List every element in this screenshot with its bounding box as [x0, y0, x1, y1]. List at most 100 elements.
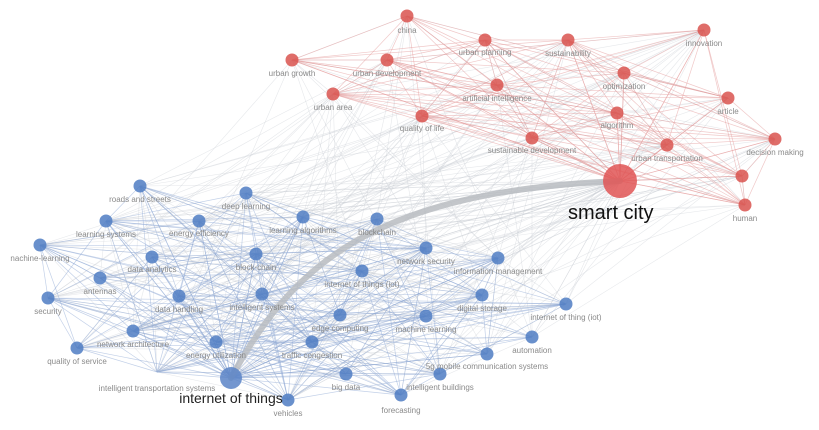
- edge: [291, 59, 427, 317]
- edge: [99, 277, 289, 401]
- edge: [245, 192, 427, 249]
- node-optimization[interactable]: [617, 66, 631, 80]
- edge: [567, 39, 621, 182]
- node-edge-computing[interactable]: [333, 308, 347, 322]
- edge: [361, 270, 483, 296]
- node-sustainable-development[interactable]: [525, 131, 539, 145]
- node-data-analytics[interactable]: [145, 250, 159, 264]
- node-security[interactable]: [41, 291, 55, 305]
- node-machine-learning-left[interactable]: [33, 238, 47, 252]
- edge: [261, 293, 483, 296]
- edge: [39, 244, 217, 343]
- edge: [425, 180, 621, 249]
- node-network-security[interactable]: [419, 241, 433, 255]
- node-block-chain[interactable]: [249, 247, 263, 261]
- edge: [261, 115, 423, 295]
- edge: [132, 303, 567, 332]
- edge: [496, 72, 625, 86]
- node-algorithm[interactable]: [610, 106, 624, 120]
- edge: [623, 29, 705, 74]
- edge: [439, 138, 776, 375]
- node-internet-of-things[interactable]: [220, 367, 242, 389]
- label-internet-of-things: internet of things: [179, 390, 283, 406]
- edge: [425, 257, 499, 317]
- node-urban-growth[interactable]: [285, 53, 299, 67]
- node-internet-of-thing-iot[interactable]: [559, 297, 573, 311]
- edge: [345, 247, 427, 375]
- label-intelligent-buildings: intelligent buildings: [406, 383, 474, 392]
- node-traffic-congestion[interactable]: [305, 335, 319, 349]
- graph-nodes: [33, 9, 782, 407]
- node-urban-transportation[interactable]: [660, 138, 674, 152]
- node-sustainability[interactable]: [561, 33, 575, 47]
- edge: [400, 247, 427, 396]
- node-internet-of-things-iot[interactable]: [355, 264, 369, 278]
- edge: [230, 377, 402, 396]
- node-innovation[interactable]: [697, 23, 711, 37]
- edge: [230, 247, 427, 379]
- edge: [261, 180, 621, 295]
- node-quality-of-life[interactable]: [415, 109, 429, 123]
- edge: [291, 59, 499, 259]
- node-urban-area[interactable]: [326, 87, 340, 101]
- node-artificial-intelligence[interactable]: [490, 78, 504, 92]
- node-energy-efficiency[interactable]: [192, 214, 206, 228]
- edge: [421, 39, 486, 117]
- edge: [76, 253, 257, 349]
- node-energy-utilization[interactable]: [209, 335, 223, 349]
- node-information-management[interactable]: [491, 251, 505, 265]
- node-network-architecture[interactable]: [126, 324, 140, 338]
- edge: [178, 295, 217, 343]
- node-urban-planning[interactable]: [478, 33, 492, 47]
- node-human[interactable]: [738, 198, 752, 212]
- edge: [215, 341, 347, 375]
- edge: [287, 294, 483, 401]
- label-urban-planning: urban planning: [459, 48, 512, 57]
- edge: [567, 39, 776, 140]
- node-forecasting[interactable]: [394, 388, 408, 402]
- edge: [531, 204, 746, 338]
- node-smart-city[interactable]: [603, 164, 637, 198]
- edge: [39, 244, 263, 295]
- node-learning-systems[interactable]: [99, 214, 113, 228]
- node-red-extra[interactable]: [735, 169, 749, 183]
- edge: [99, 72, 625, 279]
- node-vehicles[interactable]: [281, 393, 295, 407]
- edge: [178, 295, 567, 305]
- node-china[interactable]: [400, 9, 414, 23]
- node-roads-and-streets[interactable]: [133, 179, 147, 193]
- node-digital-storage[interactable]: [475, 288, 489, 302]
- node-machine-learning[interactable]: [419, 309, 433, 323]
- edge: [132, 330, 232, 379]
- label-big-data: big data: [332, 383, 361, 392]
- node-intelligent-systems[interactable]: [255, 287, 269, 301]
- edge: [619, 180, 746, 206]
- label-deep-learning: deep learning: [222, 202, 270, 211]
- edge: [215, 137, 533, 343]
- node-big-data[interactable]: [339, 367, 353, 381]
- node-quality-of-service[interactable]: [70, 341, 84, 355]
- edge: [302, 72, 625, 218]
- node-urban-development[interactable]: [380, 53, 394, 67]
- node-article[interactable]: [721, 91, 735, 105]
- edge: [421, 115, 743, 177]
- edge: [47, 297, 488, 355]
- node-automation[interactable]: [525, 330, 539, 344]
- edge: [215, 341, 441, 375]
- node-deep-learning[interactable]: [239, 186, 253, 200]
- edge: [332, 93, 746, 206]
- edge: [99, 137, 533, 279]
- edge: [376, 218, 483, 296]
- edge: [567, 39, 746, 206]
- edge: [302, 137, 533, 218]
- node-intelligent-buildings[interactable]: [433, 367, 447, 381]
- label-5g-mobile: 5g mobile communication systems: [426, 362, 548, 371]
- node-5g-mobile[interactable]: [480, 347, 494, 361]
- node-antennas[interactable]: [93, 271, 107, 285]
- node-blockchain[interactable]: [370, 212, 384, 226]
- node-decision-making[interactable]: [768, 132, 782, 146]
- node-data-handling[interactable]: [172, 289, 186, 303]
- edge: [376, 218, 441, 375]
- node-learning-algorithms[interactable]: [296, 210, 310, 224]
- edge: [400, 97, 729, 396]
